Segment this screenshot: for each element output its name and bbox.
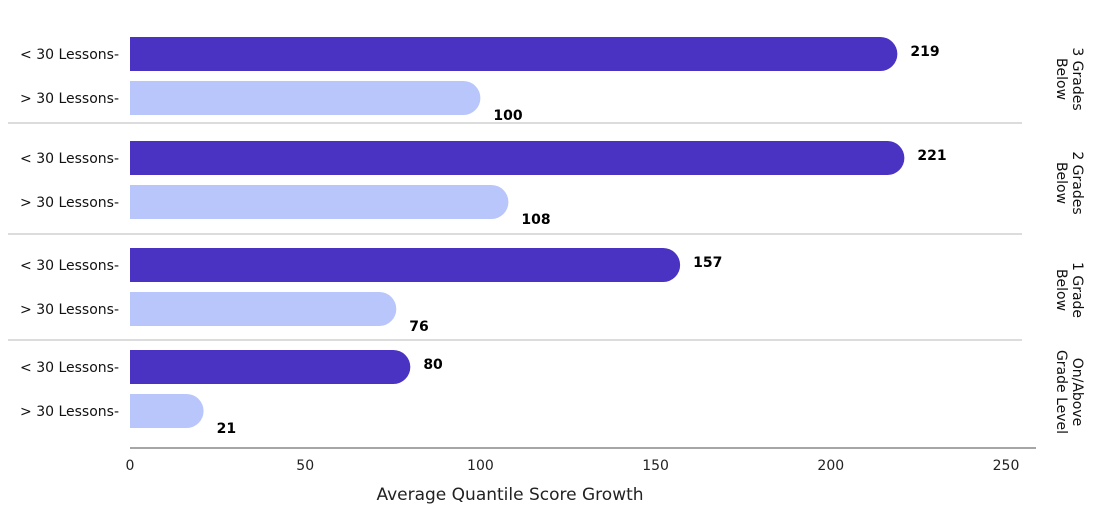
bar [130, 394, 204, 428]
bar [130, 185, 509, 219]
value-label: 221 [917, 148, 946, 164]
group-separators [8, 122, 1022, 341]
value-label: 80 [423, 357, 443, 373]
group-labels: 3 GradesBelow 2 GradesBelow 1 GradeBelow On… [1053, 47, 1085, 434]
bar [130, 141, 905, 175]
value-label: 21 [217, 421, 236, 437]
value-label: 219 [910, 44, 939, 60]
bar [130, 37, 898, 71]
category-label: < 30 Lessons- [20, 360, 119, 376]
x-tick-label: 0 [126, 458, 135, 474]
group-label: 1 GradeBelow [1053, 262, 1085, 318]
x-axis-ticks: 0 50 100 150 200 250 [126, 458, 1020, 474]
x-tick-label: 50 [296, 458, 314, 474]
x-tick-label: 100 [467, 458, 494, 474]
group-label: 2 GradesBelow [1053, 151, 1085, 214]
value-label: 108 [521, 212, 550, 228]
category-label: > 30 Lessons- [20, 302, 119, 318]
bars [130, 37, 905, 428]
bar [130, 81, 481, 115]
value-label: 76 [409, 319, 428, 335]
category-label: < 30 Lessons- [20, 151, 119, 167]
bar [130, 350, 411, 384]
bar [130, 292, 397, 326]
value-label: 157 [693, 255, 722, 271]
value-label: 100 [493, 108, 522, 124]
group-label: On/AboveGrade Level [1053, 350, 1085, 434]
x-tick-label: 150 [642, 458, 669, 474]
category-label: > 30 Lessons- [20, 404, 119, 420]
category-label: < 30 Lessons- [20, 258, 119, 274]
category-label: < 30 Lessons- [20, 47, 119, 63]
category-labels: < 30 Lessons- > 30 Lessons- < 30 Lessons- >… [20, 47, 119, 420]
group-label: 3 GradesBelow [1053, 47, 1085, 110]
category-label: > 30 Lessons- [20, 195, 119, 211]
x-axis-title: Average Quantile Score Growth [376, 485, 643, 505]
x-tick-label: 250 [993, 458, 1020, 474]
x-tick-label: 200 [817, 458, 844, 474]
category-label: > 30 Lessons- [20, 91, 119, 107]
bar [130, 248, 681, 282]
value-labels: 219 100 221 108 157 76 80 21 [217, 44, 947, 437]
